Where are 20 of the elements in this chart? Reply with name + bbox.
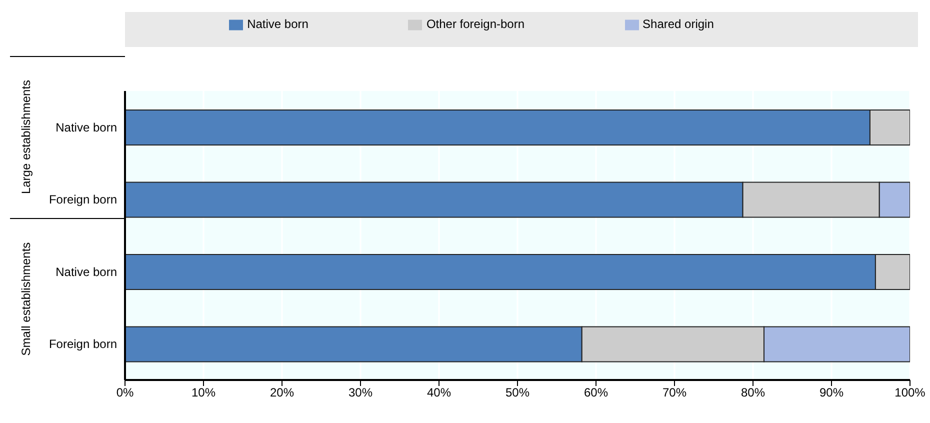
y-tick-label: Native born — [56, 120, 117, 134]
text: Small establishments — [19, 242, 33, 356]
legend-label: Native born — [247, 17, 308, 31]
y-tick-label: Foreign born — [48, 337, 117, 352]
x-tick-label: 90% — [819, 386, 844, 400]
x-tick-label: 10% — [191, 386, 216, 400]
x-tick-label: 30% — [348, 386, 373, 400]
x-tick-label: 70% — [662, 386, 687, 400]
x-tick-label: 60% — [584, 386, 608, 400]
x-tick-label: 20% — [270, 386, 294, 400]
x-tick-label: 80% — [740, 386, 766, 400]
legend-label: Shared origin — [642, 17, 714, 31]
x-tick-label: 0% — [116, 386, 134, 400]
x-tick-label: 50% — [505, 386, 530, 400]
y-tick-label: Foreign born — [48, 192, 117, 207]
text: Large establishments — [19, 80, 33, 194]
y-tick-label: Native born — [56, 264, 117, 279]
x-tick-label: 40% — [426, 386, 452, 400]
x-tick-label: 100% — [894, 386, 926, 400]
legend-label: Other foreign-born — [426, 17, 525, 31]
